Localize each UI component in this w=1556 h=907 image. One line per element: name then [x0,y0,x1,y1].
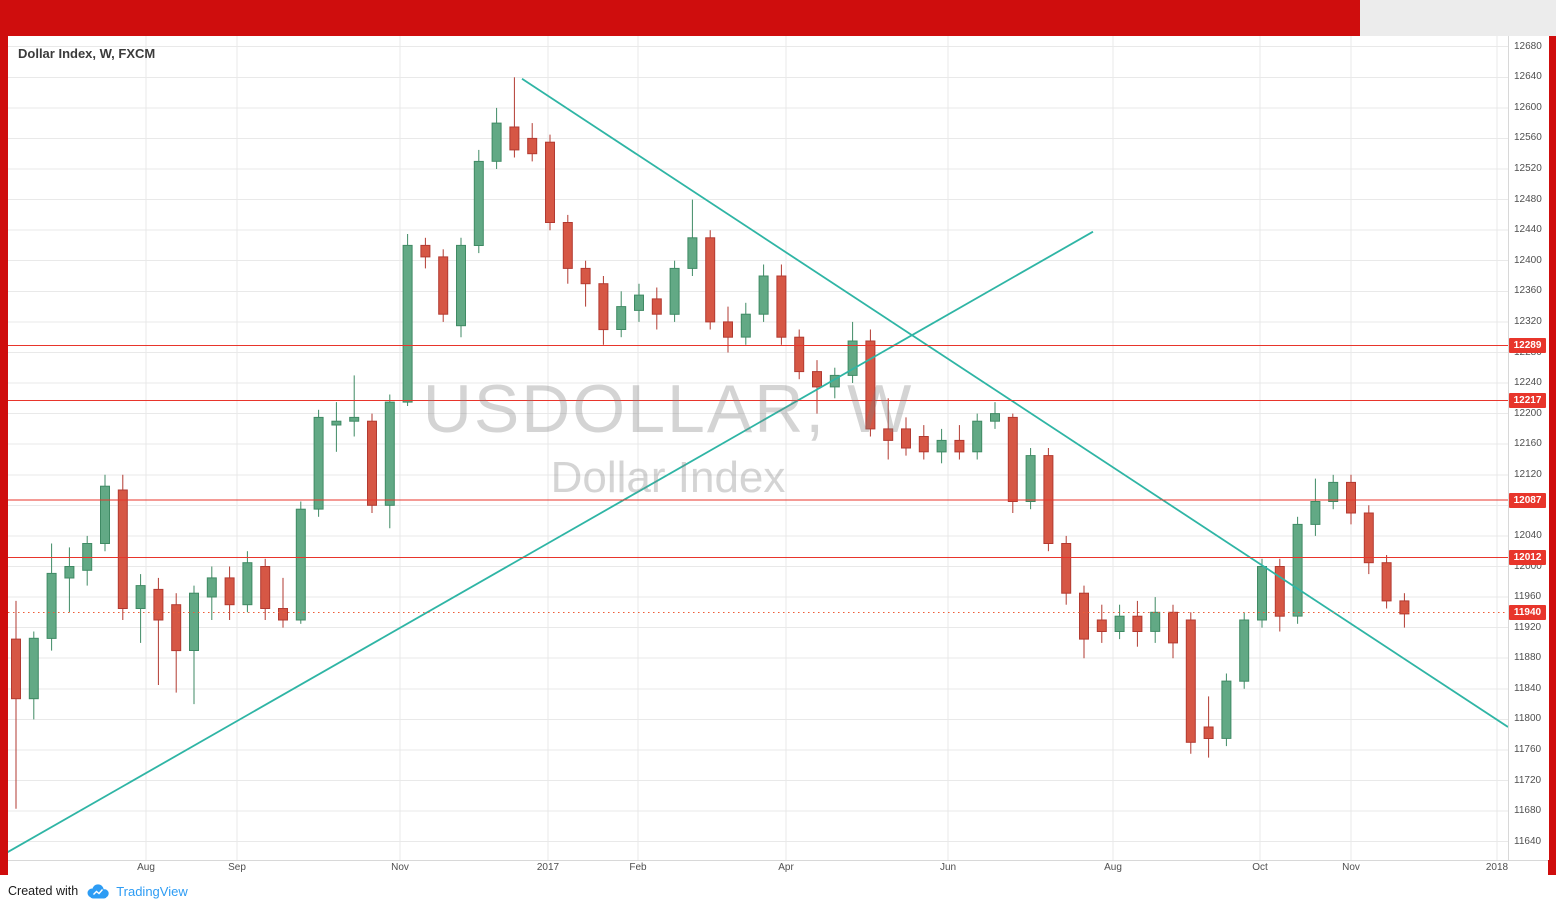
created-with-text: Created with [8,884,79,898]
price-level-badge[interactable]: 12012 [1509,549,1546,565]
price-tick-label: 11800 [1514,713,1542,725]
time-tick-label: Aug [1104,862,1122,873]
tradingview-link[interactable]: TradingView [116,883,188,899]
chart-plot-area[interactable]: USDOLLAR, W Dollar Index Dollar Index, W… [8,36,1508,860]
price-tick-label: 12560 [1514,132,1542,144]
price-tick-label: 12440 [1514,224,1542,236]
time-tick-label: Oct [1252,862,1268,873]
price-tick-label: 11640 [1514,835,1542,847]
price-tick-label: 11920 [1514,621,1542,633]
price-tick-label: 12360 [1514,285,1542,297]
price-tick-label: 11680 [1514,805,1542,817]
candlestick-chart[interactable] [8,36,1508,860]
price-level-badge[interactable]: 11940 [1509,604,1546,620]
time-tick-label: Nov [1342,862,1360,873]
chart-window: USDOLLAR, W Dollar Index Dollar Index, W… [8,36,1549,876]
time-axis[interactable]: Aug Sep Nov 2017 Feb Apr Jun Aug Oct Nov 2018 [8,860,1548,876]
price-tick-label: 12680 [1514,40,1542,52]
price-tick-label: 12520 [1514,163,1542,174]
price-tick-label: 12200 [1514,407,1542,419]
price-tick-label: 12120 [1514,468,1542,480]
price-tick-label: 12640 [1514,71,1542,83]
time-tick-label: Feb [629,862,647,873]
symbol-title[interactable]: Dollar Index, W, FXCM [18,46,156,61]
time-tick-label: Apr [778,862,794,873]
time-tick-label: Nov [391,862,409,873]
price-tick-label: 12000 [1514,560,1542,572]
attribution-bar: Created with TradingView [0,875,1556,907]
price-tick-label: 11840 [1514,682,1542,694]
price-tick-label: 12040 [1514,529,1542,541]
price-tick-label: 12400 [1514,254,1542,266]
price-tick-label: 11960 [1514,591,1542,603]
price-tick-label: 11720 [1514,774,1542,786]
time-tick-label: Aug [137,862,155,873]
price-tick-label: 12600 [1514,101,1542,113]
price-tick-label: 12240 [1514,377,1542,388]
price-tick-label: 12480 [1514,193,1542,205]
top-right-panel [1360,0,1556,36]
price-level-badge[interactable]: 12217 [1509,393,1546,409]
price-axis[interactable]: 12680 12640 12600 12560 12520 12480 12440 12400… [1508,36,1549,860]
price-level-badge[interactable]: 12289 [1509,338,1546,354]
time-tick-label: 2017 [536,862,560,873]
price-level-badge[interactable]: 12087 [1509,492,1546,508]
time-tick-label: Sep [228,862,246,873]
price-tick-label: 12160 [1514,438,1542,450]
tradingview-logo-icon[interactable] [85,883,111,900]
price-tick-label: 11880 [1514,652,1542,664]
price-tick-label: 12320 [1514,315,1542,327]
price-tick-label: 11760 [1514,743,1542,755]
time-tick-label: Jun [939,862,957,873]
time-tick-label: 2018 [1485,862,1509,873]
